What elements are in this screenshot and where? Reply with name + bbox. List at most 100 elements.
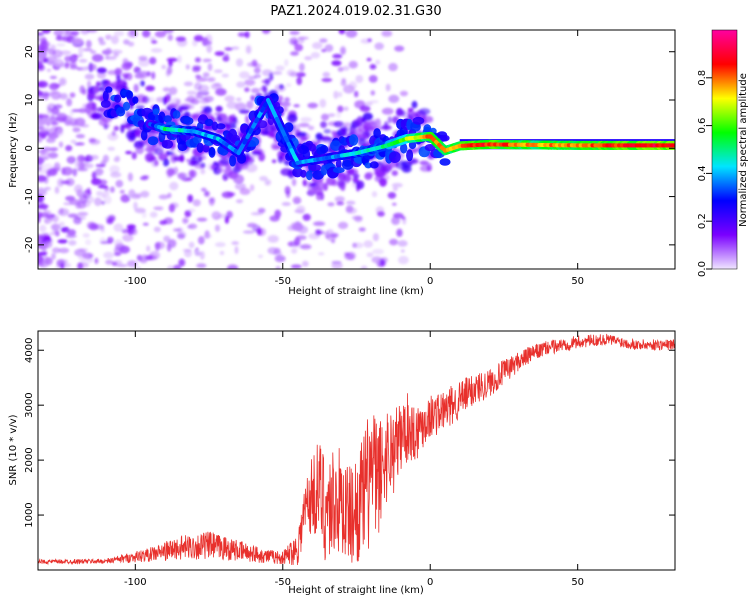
- heatmap-cell: [121, 62, 132, 71]
- heatmap-cell: [202, 58, 212, 63]
- heatmap-cell: [66, 156, 77, 164]
- heatmap-cell: [388, 62, 398, 72]
- heatmap-cell: [79, 66, 89, 71]
- heatmap-cell: [301, 260, 309, 267]
- heatmap-cell: [177, 233, 186, 240]
- heatmap-cell: [110, 171, 122, 178]
- heatmap-cell: [244, 87, 250, 92]
- heatmap-cell: [80, 124, 90, 128]
- heatmap-cell: [198, 156, 203, 163]
- heatmap-cell: [264, 78, 270, 86]
- heatmap-cell: [177, 172, 186, 180]
- heatmap-cell: [50, 223, 61, 231]
- heatmap-cell: [245, 163, 258, 173]
- heatmap-cell: [39, 149, 50, 156]
- heatmap-cell: [106, 236, 114, 244]
- heatmap-cell: [94, 257, 99, 264]
- heatmap-cell: [110, 186, 115, 193]
- heatmap-cell: [153, 159, 159, 167]
- heatmap-cell: [262, 86, 268, 94]
- heatmap-cell: [221, 191, 234, 199]
- heatmap-cell: [166, 66, 173, 75]
- heatmap-cell: [46, 215, 54, 221]
- heatmap-cell: [238, 109, 250, 114]
- heatmap-cell: [375, 118, 382, 129]
- heatmap-cell: [292, 39, 298, 46]
- heatmap-cell: [127, 30, 139, 38]
- heatmap-cell: [186, 90, 197, 96]
- heatmap-cell: [74, 160, 86, 170]
- heatmap-cell: [375, 59, 381, 65]
- heatmap-cell: [38, 259, 43, 266]
- heatmap-cell: [277, 155, 284, 164]
- heatmap-cell: [44, 219, 49, 225]
- heatmap-cell: [38, 234, 44, 243]
- heatmap-cell: [371, 191, 378, 198]
- heatmap-cell: [94, 113, 105, 120]
- heatmap-cell: [421, 115, 434, 124]
- heatmap-cell: [272, 71, 283, 75]
- heatmap-cell: [167, 103, 179, 108]
- heatmap-cell: [82, 233, 90, 238]
- heatmap-cell: [205, 41, 212, 45]
- heatmap-cell: [274, 255, 286, 263]
- heatmap-cell: [264, 179, 271, 186]
- heatmap-cell: [59, 77, 67, 86]
- heatmap-cell: [239, 71, 250, 79]
- heatmap-cell: [194, 57, 201, 63]
- x-tick-label: 50: [571, 276, 584, 287]
- heatmap-cell: [94, 197, 102, 207]
- x-tick-label: -100: [124, 577, 147, 588]
- heatmap-cell: [204, 190, 210, 197]
- heatmap-cell: [319, 136, 332, 142]
- heatmap-cell: [298, 122, 310, 128]
- heatmap-cell: [368, 75, 378, 83]
- heatmap-cell: [258, 152, 266, 162]
- heatmap-cell: [72, 127, 81, 133]
- heatmap-cell: [133, 192, 142, 198]
- heatmap-cell: [299, 62, 305, 72]
- heatmap-cell: [57, 178, 64, 187]
- heatmap-cell: [113, 125, 120, 131]
- heatmap-cell: [426, 162, 432, 172]
- spectrogram-heatmap: [38, 30, 675, 269]
- heatmap-cell: [327, 202, 335, 207]
- heatmap-cell: [216, 123, 226, 130]
- heatmap-cell: [411, 100, 418, 109]
- heatmap-cell: [372, 248, 384, 255]
- heatmap-cell: [52, 247, 61, 254]
- heatmap-cell: [142, 30, 151, 38]
- heatmap-cell: [187, 194, 193, 203]
- heatmap-cell: [135, 105, 145, 110]
- heatmap-cell: [408, 140, 417, 150]
- heatmap-cell: [72, 37, 83, 44]
- heatmap-cell: [360, 265, 368, 269]
- snr-series-line: [38, 333, 675, 566]
- y-tick-label: 1000: [24, 502, 35, 527]
- heatmap-cell: [167, 34, 173, 41]
- heatmap-cell: [103, 195, 112, 205]
- heatmap-cell: [56, 129, 64, 137]
- heatmap-cell: [116, 74, 121, 84]
- heatmap-cell: [370, 90, 376, 96]
- heatmap-cell: [74, 184, 83, 194]
- heatmap-cell: [152, 108, 160, 115]
- heatmap-cell: [269, 215, 280, 222]
- heatmap-cell: [339, 127, 348, 132]
- colorbar-tick-label: 0.0: [697, 261, 708, 277]
- heatmap-cell: [114, 239, 123, 248]
- heatmap-cell: [104, 56, 117, 60]
- heatmap-cell: [60, 262, 65, 269]
- heatmap-cell: [232, 116, 238, 125]
- y-tick-label: 10: [24, 94, 35, 107]
- heatmap-cell: [101, 200, 106, 205]
- heatmap-cell: [147, 96, 155, 103]
- heatmap-cell: [335, 159, 342, 169]
- heatmap-cell: [268, 72, 274, 82]
- heatmap-cell: [392, 186, 398, 192]
- heatmap-cell: [93, 85, 99, 94]
- heatmap-cell: [337, 221, 349, 230]
- heatmap-cell: [205, 34, 213, 44]
- heatmap-cell: [224, 95, 235, 102]
- heatmap-cell: [162, 158, 170, 167]
